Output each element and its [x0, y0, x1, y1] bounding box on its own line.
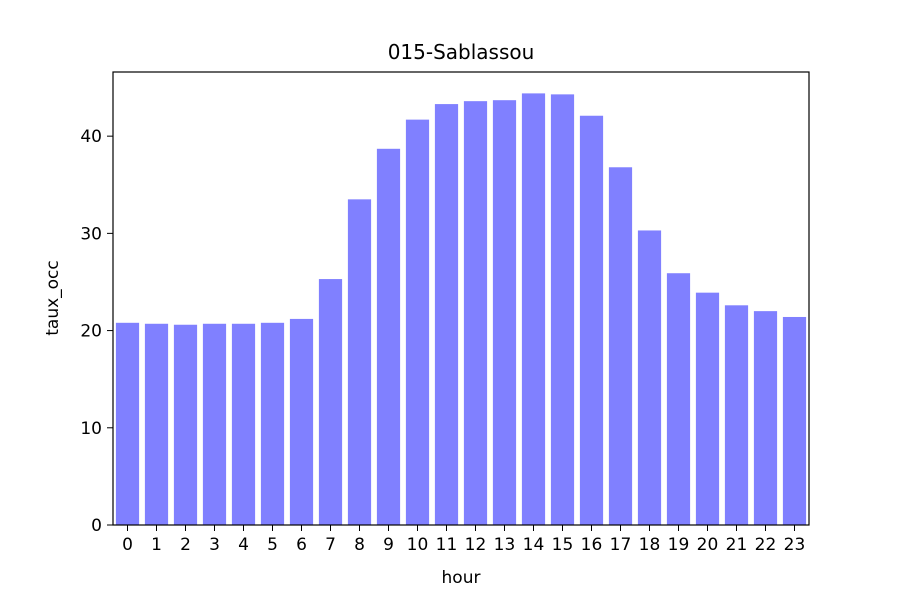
x-tick-label: 13 [494, 535, 516, 555]
bar-hour-22 [753, 311, 778, 525]
y-tick-label: 10 [80, 419, 102, 439]
bars-group [115, 93, 807, 526]
bar-hour-23 [782, 316, 807, 525]
x-axis-label: hour [442, 568, 481, 588]
bar-hour-7 [318, 279, 343, 525]
bar-hour-1 [144, 323, 169, 525]
x-tick-label: 1 [151, 535, 162, 555]
x-tick-label: 10 [407, 535, 429, 555]
x-tick-label: 15 [552, 535, 574, 555]
bar-hour-13 [492, 100, 517, 526]
bar-hour-4 [231, 323, 256, 525]
x-tick-label: 8 [354, 535, 365, 555]
x-tick-label: 7 [325, 535, 336, 555]
bar-hour-10 [405, 119, 430, 525]
bar-hour-6 [289, 318, 314, 525]
chart-title: 015-Sablassou [388, 40, 535, 64]
plot-frame [112, 71, 810, 526]
bar-hour-9 [376, 148, 401, 525]
x-tick-label: 21 [726, 535, 748, 555]
bar-hour-8 [347, 199, 372, 525]
x-tick-label: 5 [267, 535, 278, 555]
bar-hour-15 [550, 94, 575, 525]
x-tick-label: 19 [668, 535, 690, 555]
y-axis-label: taux_occ [43, 260, 63, 336]
bar-hour-12 [463, 101, 488, 526]
bar-hour-19 [666, 273, 691, 525]
y-axis-ticks: 0 10 20 30 40 [80, 127, 113, 536]
bar-hour-17 [608, 167, 633, 525]
x-axis-ticks: 0 1 2 3 4 5 6 7 8 9 10 11 12 13 14 15 16 17 18 19 20 21 22 23 [122, 525, 805, 555]
x-tick-label: 2 [180, 535, 191, 555]
x-tick-label: 20 [697, 535, 719, 555]
bar-hour-5 [260, 322, 285, 525]
bar-hour-18 [637, 230, 662, 525]
x-tick-label: 6 [296, 535, 307, 555]
bar-hour-20 [695, 292, 720, 525]
x-tick-label: 14 [523, 535, 545, 555]
x-tick-label: 23 [784, 535, 806, 555]
bar-hour-3 [202, 323, 227, 525]
x-tick-label: 3 [209, 535, 220, 555]
x-tick-label: 17 [610, 535, 632, 555]
y-tick-label: 20 [80, 322, 102, 342]
bar-hour-21 [724, 305, 749, 525]
x-tick-label: 9 [383, 535, 394, 555]
x-tick-label: 16 [581, 535, 603, 555]
bar-hour-11 [434, 104, 459, 525]
bar-hour-14 [521, 93, 546, 526]
y-tick-label: 0 [91, 516, 102, 536]
x-tick-label: 0 [122, 535, 133, 555]
y-tick-label: 40 [80, 127, 102, 147]
y-tick-label: 30 [80, 224, 102, 244]
x-tick-label: 11 [436, 535, 458, 555]
x-tick-label: 12 [465, 535, 487, 555]
bar-hour-0 [115, 322, 140, 525]
x-tick-label: 4 [238, 535, 249, 555]
x-tick-label: 18 [639, 535, 661, 555]
bar-hour-16 [579, 115, 604, 526]
bar-hour-2 [173, 324, 198, 525]
x-tick-label: 22 [755, 535, 777, 555]
